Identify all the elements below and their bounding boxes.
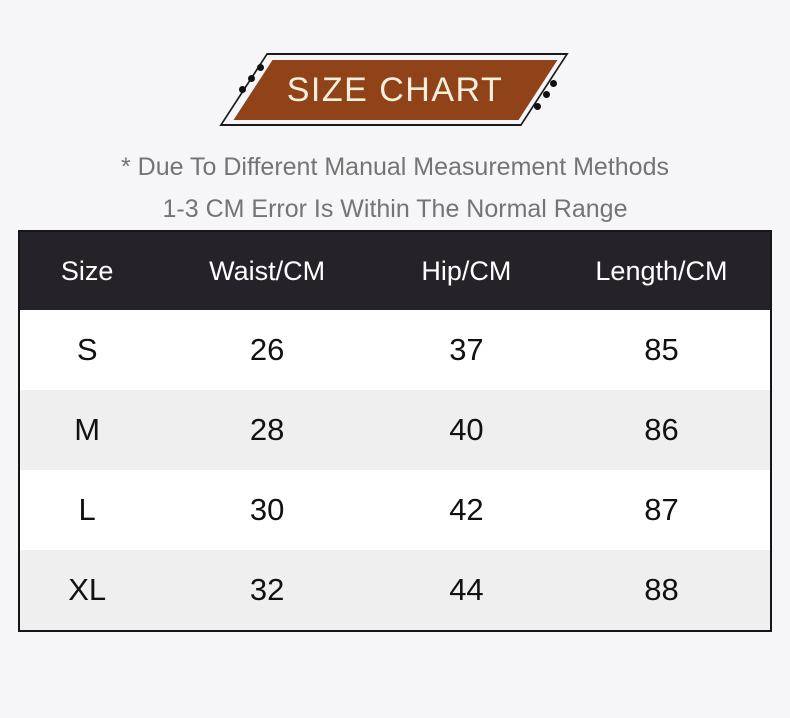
cell-length: 85 [644,332,679,367]
size-chart-banner: SIZE CHART [218,53,569,126]
dot-icon [533,103,541,110]
size-table: Size Waist/CM Hip/CM Length/CM S 26 37 8… [18,230,772,632]
column-header-waist: Waist/CM [154,231,380,310]
table-row-s: S 26 37 85 [19,310,771,390]
column-header-size: Size [19,231,155,310]
cell-hip: 37 [449,332,484,367]
cell-size: L [78,492,96,527]
dot-icon [542,91,550,98]
cell-hip: 40 [449,412,484,447]
table-row-m: M 28 40 86 [19,390,771,470]
size-table-header-row: Size Waist/CM Hip/CM Length/CM [19,231,771,310]
cell-waist: 26 [249,332,285,367]
cell-length: 87 [644,492,679,527]
dot-icon [256,64,264,71]
cell-length: 86 [644,412,679,447]
dot-icon [247,75,255,82]
dot-icon [549,80,557,87]
cell-waist: 32 [249,572,285,607]
cell-length: 88 [644,572,679,607]
column-header-length: Length/CM [552,231,771,310]
size-chart-page: SIZE CHART * Due To Different Manual Mea… [0,53,790,632]
disclaimer-line-2: 1-3 CM Error Is Within The Normal Range [162,195,628,223]
cell-size: XL [68,572,107,607]
banner-title: SIZE CHART [286,70,504,109]
table-row-l: L 30 42 87 [19,470,771,550]
cell-waist: 30 [249,492,285,527]
cell-hip: 44 [449,572,484,607]
cell-hip: 42 [449,492,484,527]
cell-size: M [74,412,101,447]
cell-size: S [76,332,98,367]
measurement-disclaimer: * Due To Different Manual Measurement Me… [0,146,790,230]
cell-waist: 28 [249,412,285,447]
dot-icon [238,86,246,93]
table-row-xl: XL 32 44 88 [19,550,771,631]
disclaimer-line-1: * Due To Different Manual Measurement Me… [121,153,669,181]
column-header-hip: Hip/CM [379,231,553,310]
